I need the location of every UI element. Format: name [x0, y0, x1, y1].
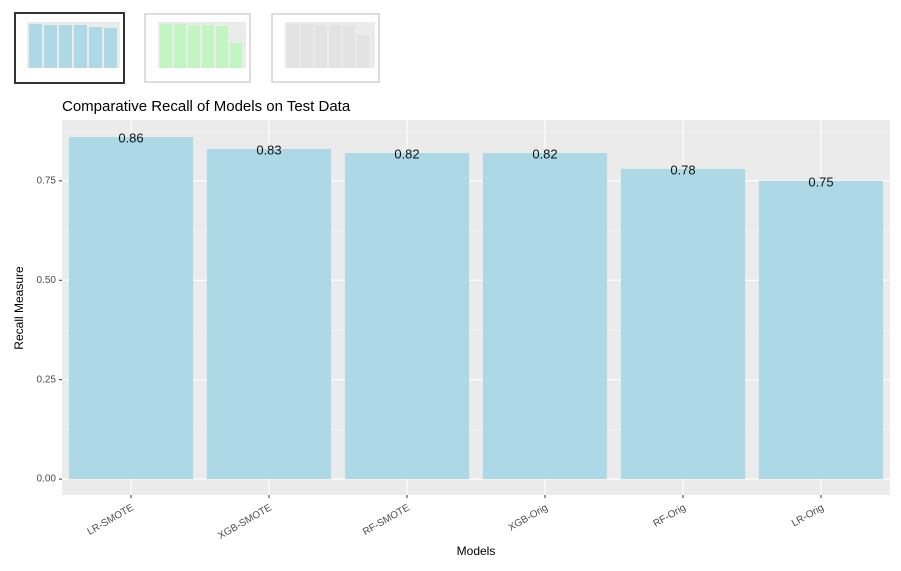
value-label: 0.83 — [256, 142, 281, 157]
value-label: 0.86 — [118, 131, 143, 146]
x-tick-label: LR-Orig — [790, 502, 826, 529]
value-label: 0.82 — [532, 146, 557, 161]
x-tick-label: XGB-SMOTE — [216, 502, 274, 542]
plot-panel — [62, 120, 890, 495]
x-axis-label: Models — [457, 544, 496, 558]
bar — [344, 153, 470, 480]
y-axis-label: Recall Measure — [12, 266, 26, 350]
bar — [482, 153, 608, 480]
x-tick-label: RF-SMOTE — [361, 502, 412, 538]
thumbnails — [14, 12, 380, 84]
value-label: 0.78 — [670, 162, 695, 177]
y-tick-label: 0.00 — [37, 474, 57, 485]
value-label: 0.75 — [808, 174, 833, 189]
y-tick-label: 0.75 — [37, 175, 57, 186]
x-tick-label: RF-Orig — [652, 502, 688, 529]
x-tick-label: LR-SMOTE — [86, 502, 137, 538]
thumbnail[interactable] — [271, 13, 380, 83]
thumbnail[interactable] — [14, 12, 125, 84]
bar — [206, 149, 332, 480]
thumbnail[interactable] — [144, 13, 251, 83]
bar — [68, 137, 194, 480]
y-tick-label: 0.25 — [37, 374, 57, 385]
value-label: 0.82 — [394, 146, 419, 161]
bar — [758, 180, 884, 480]
x-tick-label: XGB-Orig — [507, 502, 550, 533]
chart-title: Comparative Recall of Models on Test Dat… — [62, 98, 351, 115]
y-tick-label: 0.50 — [37, 275, 57, 286]
bar — [620, 168, 746, 480]
